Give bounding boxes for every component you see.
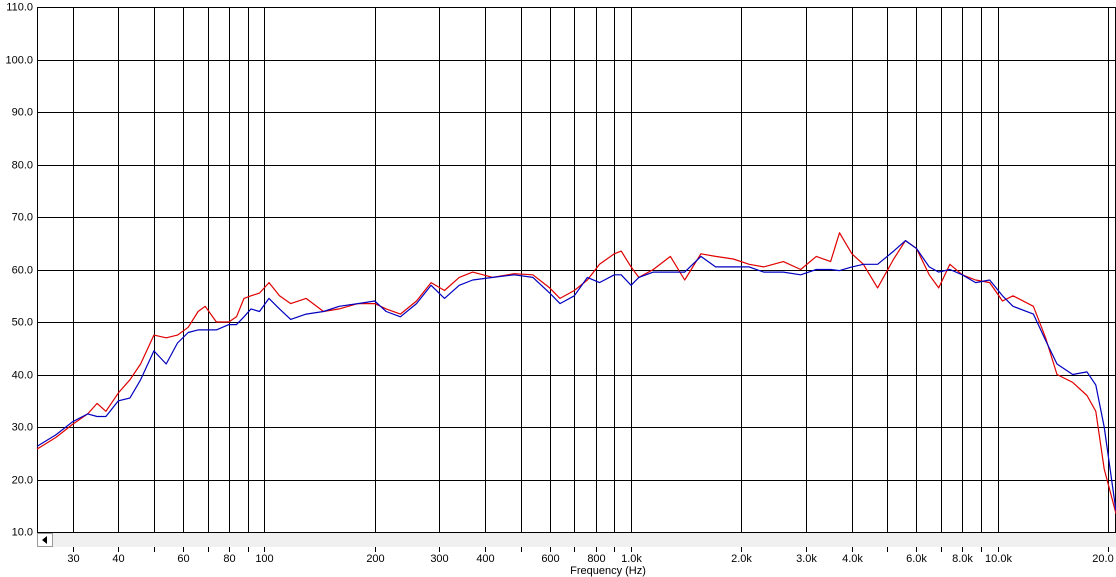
x-tick-label: 30 — [67, 553, 79, 565]
y-tick-label: 90.0 — [12, 106, 33, 118]
x-tick-label: 100 — [255, 553, 273, 565]
y-tick-label: 10.0 — [12, 526, 33, 538]
y-tick-label: 70.0 — [12, 211, 33, 223]
x-tick-label: 1.0k — [621, 553, 642, 565]
y-tick-label: 20.0 — [12, 474, 33, 486]
y-tick-label: 30.0 — [12, 421, 33, 433]
x-tick-label: 2.0k — [731, 553, 752, 565]
x-tick-label: 20.0 — [1092, 553, 1113, 565]
x-tick-label: 6.0k — [906, 553, 927, 565]
y-tick-label: 100.0 — [5, 54, 33, 66]
x-tick-label: 4.0k — [842, 553, 863, 565]
y-tick-label: 60.0 — [12, 264, 33, 276]
x-tick-label: 80 — [223, 553, 235, 565]
x-tick-label: 800 — [587, 553, 605, 565]
x-tick-label: 400 — [476, 553, 494, 565]
x-tick-label: 40 — [112, 553, 124, 565]
x-tick-label: 200 — [366, 553, 384, 565]
scrollbar — [37, 533, 1116, 547]
series-line — [36, 232, 1116, 514]
x-tick-label: 600 — [541, 553, 559, 565]
x-tick-label: 8.0k — [952, 553, 973, 565]
y-tick-label: 40.0 — [12, 369, 33, 381]
x-tick-label: 300 — [430, 553, 448, 565]
y-tick-label: 50.0 — [12, 316, 33, 328]
x-tick-label: 10.0k — [985, 553, 1012, 565]
x-tick-label: 60 — [177, 553, 189, 565]
x-axis-label: Frequency (Hz) — [570, 565, 646, 577]
scroll-left-arrow — [42, 536, 47, 544]
y-tick-label: 110.0 — [6, 1, 33, 13]
x-tick-label: 3.0k — [796, 553, 817, 565]
series-line — [36, 240, 1116, 512]
y-tick-label: 80.0 — [12, 159, 33, 171]
